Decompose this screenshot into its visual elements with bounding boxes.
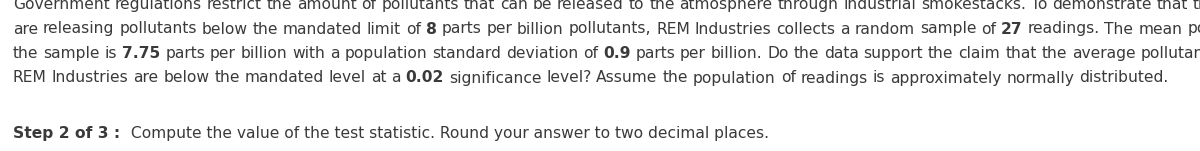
- Text: is: is: [104, 46, 118, 61]
- Text: readings: readings: [800, 71, 868, 85]
- Text: data: data: [824, 46, 859, 61]
- Text: 27: 27: [1001, 21, 1022, 37]
- Text: atmosphere: atmosphere: [679, 0, 773, 12]
- Text: mandated: mandated: [283, 21, 362, 37]
- Text: deviation: deviation: [506, 46, 578, 61]
- Text: readings.: readings.: [1027, 21, 1099, 37]
- Text: pollutants,: pollutants,: [569, 21, 652, 37]
- Text: of: of: [982, 21, 996, 37]
- Text: approximately: approximately: [890, 71, 1001, 85]
- Text: a: a: [330, 46, 340, 61]
- Text: below: below: [202, 21, 247, 37]
- Text: can: can: [500, 0, 528, 12]
- Text: per: per: [680, 46, 706, 61]
- Text: of: of: [361, 0, 377, 12]
- Text: average: average: [1072, 46, 1135, 61]
- Text: the: the: [215, 71, 240, 85]
- Text: pollutants: pollutants: [119, 21, 197, 37]
- Text: Government: Government: [13, 0, 109, 12]
- Text: industrial: industrial: [844, 0, 916, 12]
- Text: Industries: Industries: [695, 21, 772, 37]
- Text: restrict: restrict: [206, 0, 262, 12]
- Text: regulations: regulations: [115, 0, 202, 12]
- Text: population: population: [344, 46, 427, 61]
- Text: level?: level?: [546, 71, 592, 85]
- Text: is: is: [872, 71, 886, 85]
- Text: mean: mean: [1139, 21, 1182, 37]
- Text: the: the: [662, 71, 688, 85]
- Text: billion.: billion.: [710, 46, 762, 61]
- Text: pollutant: pollutant: [1187, 21, 1200, 37]
- Text: sample: sample: [919, 21, 977, 37]
- Text: 8: 8: [426, 21, 437, 37]
- Text: Industries: Industries: [52, 71, 128, 85]
- Text: the: the: [13, 46, 38, 61]
- Text: 0.9: 0.9: [602, 46, 630, 61]
- Text: Do: Do: [767, 46, 788, 61]
- Text: parts: parts: [442, 21, 481, 37]
- Text: at: at: [371, 71, 386, 85]
- Text: population: population: [694, 71, 775, 85]
- Text: of: of: [583, 46, 598, 61]
- Text: the: the: [1042, 46, 1067, 61]
- Text: collects: collects: [776, 21, 835, 37]
- Text: a: a: [391, 71, 401, 85]
- Text: parts: parts: [635, 46, 676, 61]
- Text: Step 2 of 3 :: Step 2 of 3 :: [13, 126, 126, 141]
- Text: the: the: [928, 46, 954, 61]
- Text: random: random: [854, 21, 914, 37]
- Text: significance: significance: [449, 71, 541, 85]
- Text: standard: standard: [432, 46, 502, 61]
- Text: pollutants: pollutants: [1140, 46, 1200, 61]
- Text: REM: REM: [656, 21, 690, 37]
- Text: 7.75: 7.75: [122, 46, 161, 61]
- Text: a: a: [840, 21, 850, 37]
- Text: that: that: [1006, 46, 1037, 61]
- Text: smokestacks.: smokestacks.: [922, 0, 1026, 12]
- Text: distributed.: distributed.: [1079, 71, 1169, 85]
- Text: Assume: Assume: [596, 71, 658, 85]
- Text: limit: limit: [367, 21, 401, 37]
- Text: 0.02: 0.02: [406, 71, 444, 85]
- Text: of: of: [406, 21, 421, 37]
- Text: with: with: [293, 46, 325, 61]
- Text: REM: REM: [13, 71, 47, 85]
- Text: level: level: [329, 71, 366, 85]
- Text: the: the: [266, 0, 292, 12]
- Text: Compute the value of the test statistic. Round your answer to two decimal places: Compute the value of the test statistic.…: [126, 126, 768, 141]
- Text: below: below: [163, 71, 209, 85]
- Text: mandated: mandated: [245, 71, 324, 85]
- Text: billion: billion: [517, 21, 564, 37]
- Text: that: that: [1157, 0, 1188, 12]
- Text: demonstrate: demonstrate: [1052, 0, 1152, 12]
- Text: sample: sample: [43, 46, 100, 61]
- Text: normally: normally: [1007, 71, 1074, 85]
- Text: per: per: [486, 21, 512, 37]
- Text: the: the: [649, 0, 674, 12]
- Text: are: are: [13, 21, 38, 37]
- Text: released: released: [557, 0, 624, 12]
- Text: parts: parts: [166, 46, 205, 61]
- Text: per: per: [210, 46, 236, 61]
- Text: their: their: [1193, 0, 1200, 12]
- Text: amount: amount: [296, 0, 356, 12]
- Text: the: the: [793, 46, 818, 61]
- Text: The: The: [1104, 21, 1134, 37]
- Text: releasing: releasing: [43, 21, 114, 37]
- Text: of: of: [781, 71, 796, 85]
- Text: through: through: [778, 0, 839, 12]
- Text: claim: claim: [959, 46, 1001, 61]
- Text: are: are: [133, 71, 158, 85]
- Text: to: to: [629, 0, 644, 12]
- Text: be: be: [533, 0, 552, 12]
- Text: billion: billion: [241, 46, 288, 61]
- Text: the: the: [252, 21, 278, 37]
- Text: that: that: [463, 0, 496, 12]
- Text: support: support: [864, 46, 923, 61]
- Text: To: To: [1031, 0, 1048, 12]
- Text: pollutants: pollutants: [382, 0, 458, 12]
